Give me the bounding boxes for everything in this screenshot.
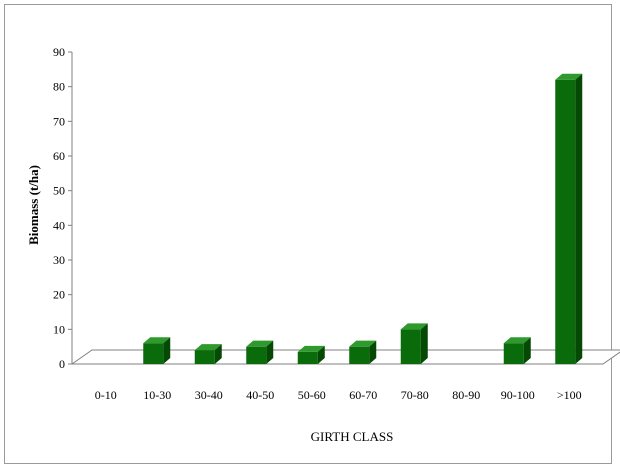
bar-side bbox=[523, 337, 531, 364]
bar-30-40 bbox=[194, 344, 222, 364]
chart-axes bbox=[70, 52, 620, 365]
bars bbox=[143, 73, 583, 364]
bar-top bbox=[400, 323, 428, 330]
y-tick-label: 0 bbox=[59, 357, 65, 371]
bar-side bbox=[163, 337, 171, 364]
bar-front bbox=[143, 343, 164, 364]
x-axis-title: GIRTH CLASS bbox=[311, 429, 394, 444]
bar-side bbox=[266, 340, 274, 364]
bar-front bbox=[349, 346, 370, 364]
x-tick-labels: 0-10 10-30 30-40 40-50 50-60 60-70 70-80 80-90 9… bbox=[95, 388, 582, 402]
bar-front bbox=[297, 351, 318, 364]
bar-top bbox=[503, 337, 531, 344]
bar-40-50 bbox=[246, 340, 274, 364]
x-tick-label: 90-100 bbox=[501, 388, 535, 402]
chart-frame bbox=[4, 4, 612, 464]
x-tick-label: >100 bbox=[557, 388, 582, 402]
bar-10-30 bbox=[143, 337, 171, 364]
x-tick-label: 80-90 bbox=[452, 388, 480, 402]
bar-front bbox=[194, 350, 215, 364]
y-axis-title: Biomass (t/ha) bbox=[26, 165, 41, 245]
bar-side bbox=[575, 73, 583, 364]
y-tick-labels: 0 10 20 30 40 50 60 70 80 90 bbox=[53, 45, 72, 371]
bar-side bbox=[214, 344, 222, 364]
bar-top bbox=[246, 340, 274, 347]
x-tick-label: 0-10 bbox=[95, 388, 117, 402]
y-tick-label: 70 bbox=[53, 114, 65, 128]
bar->100 bbox=[555, 73, 583, 364]
x-tick-label: 40-50 bbox=[246, 388, 274, 402]
bar-top bbox=[555, 73, 583, 80]
y-tick-label: 10 bbox=[53, 322, 65, 336]
bar-front bbox=[503, 343, 524, 364]
bar-side bbox=[317, 345, 325, 364]
x-tick-label: 60-70 bbox=[349, 388, 377, 402]
bar-top bbox=[143, 337, 171, 344]
y-tick-label: 50 bbox=[53, 184, 65, 198]
bar-side bbox=[420, 323, 428, 364]
x-tick-label: 70-80 bbox=[401, 388, 429, 402]
bar-top bbox=[194, 344, 222, 351]
bar-top bbox=[349, 340, 377, 347]
bar-top bbox=[297, 345, 325, 352]
bar-front bbox=[555, 79, 576, 364]
bar-50-60 bbox=[297, 345, 325, 364]
x-tick-label: 30-40 bbox=[195, 388, 223, 402]
bar-70-80 bbox=[400, 323, 428, 364]
x-tick-label: 50-60 bbox=[298, 388, 326, 402]
y-tick-label: 30 bbox=[53, 253, 65, 267]
bar-90-100 bbox=[503, 337, 531, 364]
y-tick-label: 20 bbox=[53, 288, 65, 302]
bar-front bbox=[246, 346, 267, 364]
bar-front bbox=[400, 329, 421, 364]
y-tick-label: 90 bbox=[53, 45, 65, 59]
y-tick-label: 60 bbox=[53, 149, 65, 163]
bar-side bbox=[369, 340, 377, 364]
y-tick-label: 80 bbox=[53, 80, 65, 94]
bar-60-70 bbox=[349, 340, 377, 364]
y-tick-label: 40 bbox=[53, 218, 65, 232]
x-tick-label: 10-30 bbox=[143, 388, 171, 402]
